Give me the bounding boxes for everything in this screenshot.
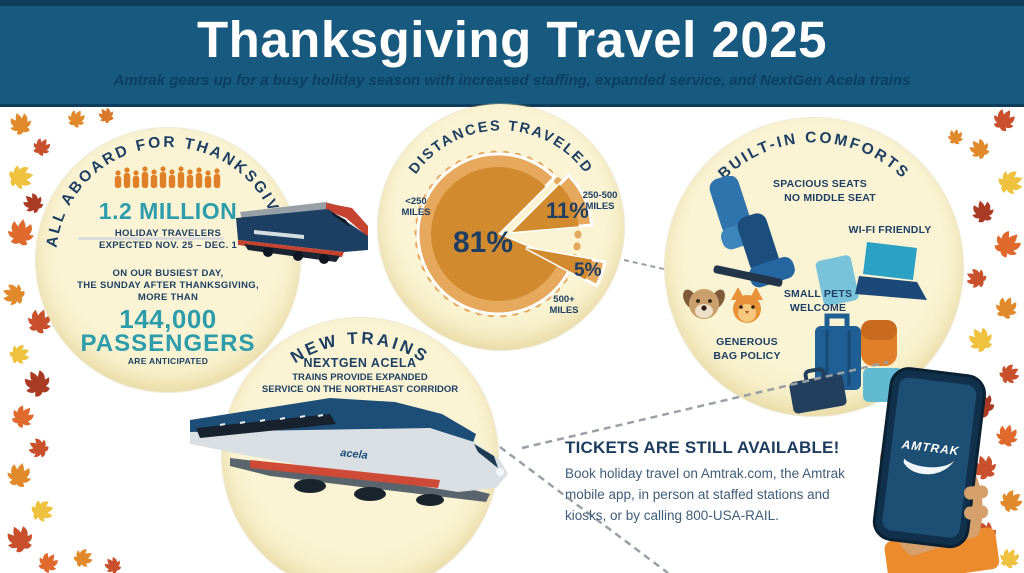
circle-built-in-comforts: BUILT-IN COMFORTS SPACIOUS SEATS NO MIDD…: [665, 118, 963, 416]
tickets-body-line3: kiosks, or by calling 800-USA-RAIL.: [565, 508, 779, 523]
stat-1-2-million: 1.2 MILLION: [98, 198, 238, 224]
busiest-day-line1: ON OUR BUSIEST DAY,: [112, 268, 224, 279]
title-banner: Thanksgiving Travel 2025 Amtrak gears up…: [0, 0, 1024, 107]
tickets-body-line2: mobile app, in person at staffed station…: [565, 487, 830, 502]
label-small-pets-2: WELCOME: [789, 302, 847, 314]
stat-caption-dates: EXPECTED NOV. 25 – DEC. 1: [98, 240, 238, 251]
stat-caption-travelers: HOLIDAY TRAVELERS: [114, 228, 222, 239]
label-wifi: WI-FI FRIENDLY: [848, 224, 932, 236]
tickets-section: TICKETS ARE STILL AVAILABLE! Book holida…: [565, 438, 895, 526]
motion-line: [78, 237, 224, 240]
label-bag-policy-2: BAG POLICY: [713, 350, 781, 362]
label-spacious-seats-2: NO MIDDLE SEAT: [784, 192, 876, 204]
tickets-heading: TICKETS ARE STILL AVAILABLE!: [565, 438, 840, 457]
stat-144000: 144,000: [119, 304, 217, 334]
label-bag-policy-1: GENEROUS: [716, 336, 778, 348]
seats-icon: [709, 176, 795, 288]
cat-icon: [731, 288, 763, 323]
locomotive-illustration: [236, 202, 368, 264]
label-small-pets-1: SMALL PETS: [783, 288, 853, 300]
page-subtitle: Amtrak gears up for a busy holiday seaso…: [113, 72, 911, 89]
luggage-icon: [789, 313, 903, 414]
acela-train-illustration: acela: [190, 398, 508, 506]
stat-caption-anticipated: ARE ANTICIPATED: [127, 356, 209, 366]
page-title: Thanksgiving Travel 2025: [197, 11, 827, 68]
laptop-icon: [815, 242, 927, 306]
stat-passengers: PASSENGERS: [80, 330, 256, 357]
label-spacious-seats-1: SPACIOUS SEATS: [772, 178, 867, 190]
new-trains-line1: NEXTGEN ACELA: [303, 356, 417, 370]
acela-wordmark: acela: [340, 447, 369, 462]
new-trains-line3: SERVICE ON THE NORTHEAST CORRIDOR: [261, 384, 459, 395]
new-trains-line2: TRAINS PROVIDE EXPANDED: [292, 372, 428, 383]
crowd-icon: [114, 166, 221, 188]
busiest-day-line2: THE SUNDAY AFTER THANKSGIVING,: [77, 280, 259, 291]
phone-in-hand-illustration: AMTRAK: [872, 367, 1000, 573]
dog-icon: [683, 289, 725, 319]
tickets-body-line1: Book holiday travel on Amtrak.com, the A…: [565, 466, 845, 481]
busiest-day-line3: MORE THAN: [137, 292, 199, 303]
